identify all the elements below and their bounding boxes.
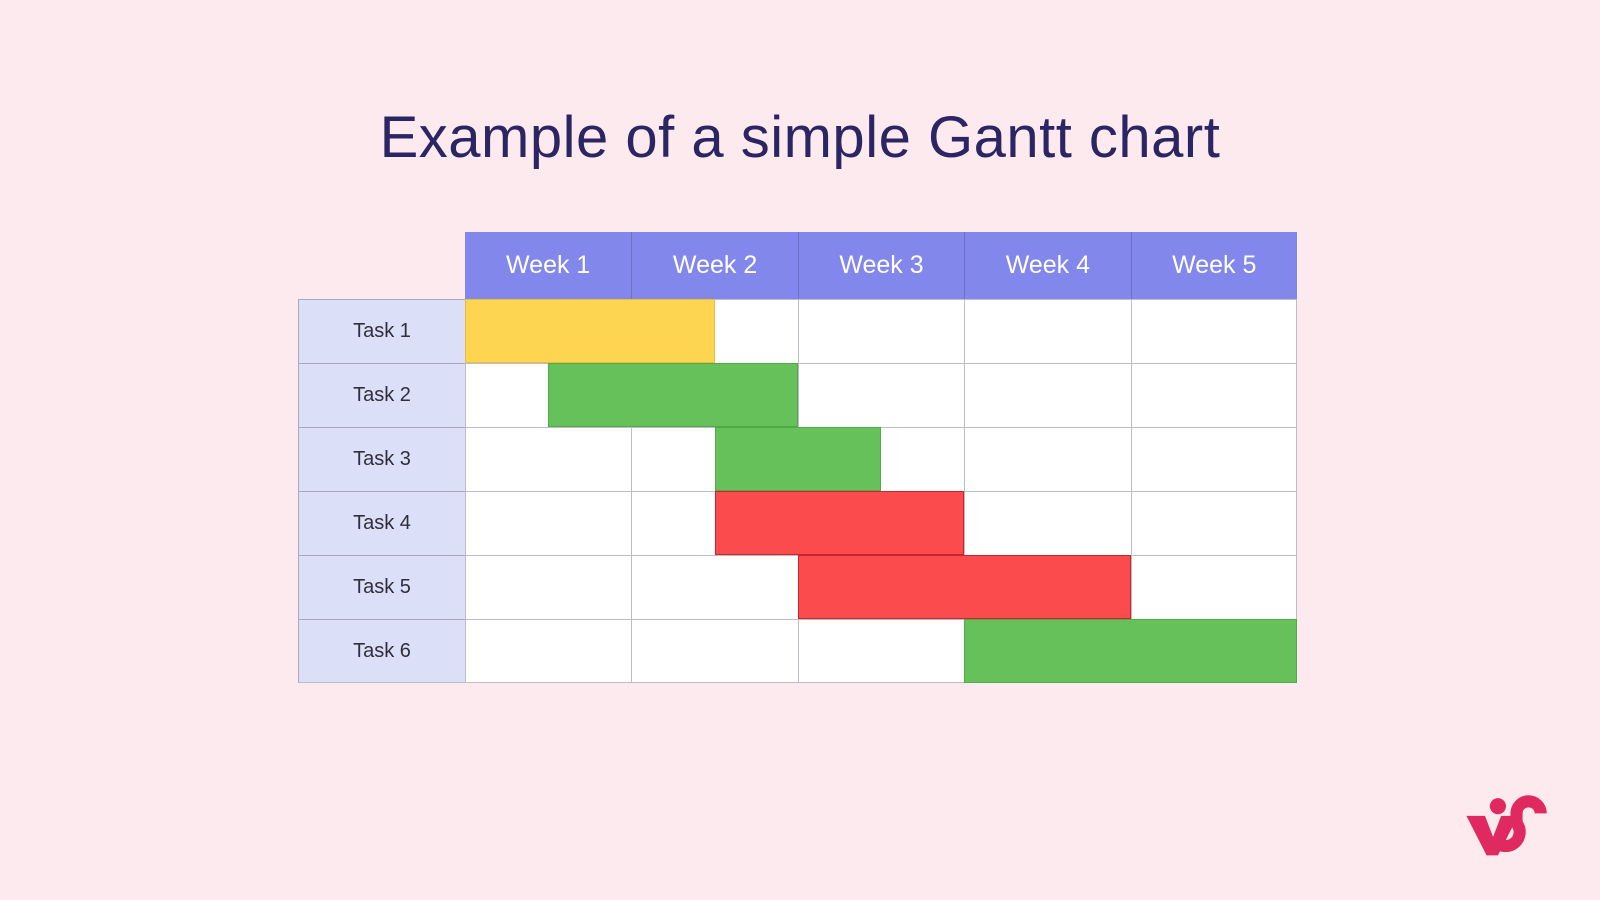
task-label-5: Task 5 <box>298 555 465 619</box>
grid-cell <box>797 619 965 683</box>
grid-cell <box>1130 491 1297 555</box>
week-header-1: Week 1 <box>465 232 632 299</box>
task-label-3: Task 3 <box>298 427 465 491</box>
task-label-1: Task 1 <box>298 299 465 363</box>
grid-cell <box>964 363 1131 427</box>
grid-cell <box>631 363 798 427</box>
grid-cell <box>1130 363 1297 427</box>
grid-cell <box>465 491 632 555</box>
grid-cell <box>797 363 965 427</box>
week-header-3: Week 3 <box>797 232 965 299</box>
grid-cell <box>631 491 798 555</box>
task-label-2: Task 2 <box>298 363 465 427</box>
grid-cell <box>465 427 632 491</box>
week-header-2: Week 2 <box>631 232 798 299</box>
grid-cell <box>797 491 965 555</box>
grid-cell <box>1130 619 1297 683</box>
grid-cell <box>964 619 1131 683</box>
task-label-6: Task 6 <box>298 619 465 683</box>
grid-cell <box>465 299 632 363</box>
grid-cell <box>964 299 1131 363</box>
grid-cell <box>964 491 1131 555</box>
gantt-chart: Week 1 Week 2 Week 3 Week 4 Week 5 Task … <box>298 232 1297 683</box>
week-header-5: Week 5 <box>1130 232 1297 299</box>
grid-cell <box>1130 299 1297 363</box>
grid-cell <box>631 427 798 491</box>
grid-cell <box>1130 555 1297 619</box>
grid-cell <box>631 555 798 619</box>
grid-cell <box>797 555 965 619</box>
venngage-v-logo <box>1466 795 1547 856</box>
grid-cell <box>797 299 965 363</box>
page-title: Example of a simple Gantt chart <box>379 105 1221 170</box>
grid-cell <box>964 555 1131 619</box>
grid-cell <box>631 619 798 683</box>
corner-spacer <box>298 232 465 299</box>
grid-cell <box>964 427 1131 491</box>
grid-cell <box>1130 427 1297 491</box>
grid-cell <box>465 619 632 683</box>
grid-cell <box>631 299 798 363</box>
gantt-grid: Week 1 Week 2 Week 3 Week 4 Week 5 Task … <box>298 232 1297 683</box>
week-header-4: Week 4 <box>964 232 1131 299</box>
grid-cell <box>465 555 632 619</box>
task-label-4: Task 4 <box>298 491 465 555</box>
grid-cell <box>465 363 632 427</box>
grid-cell <box>797 427 965 491</box>
